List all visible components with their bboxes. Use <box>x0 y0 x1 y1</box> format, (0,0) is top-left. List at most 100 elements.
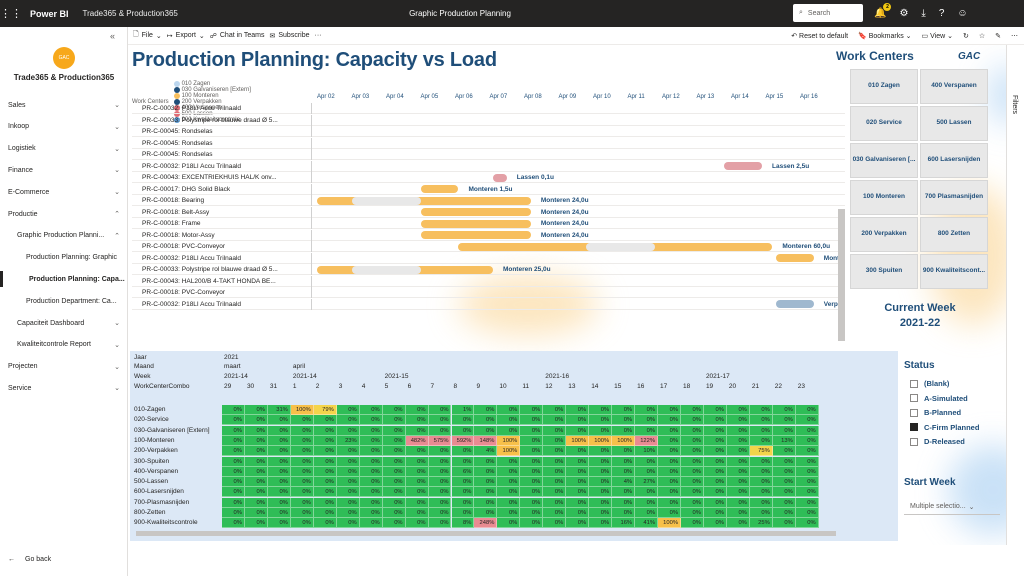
matrix-cell[interactable]: 0% <box>474 497 498 508</box>
chevron-icon[interactable]: ⌄ <box>114 167 120 175</box>
matrix-cell[interactable]: 0% <box>520 425 544 436</box>
matrix-cell[interactable]: 0% <box>359 477 383 488</box>
matrix-cell[interactable]: 0% <box>566 415 590 426</box>
matrix-cell[interactable]: 0% <box>795 518 819 529</box>
matrix-cell[interactable]: 0% <box>566 487 590 498</box>
matrix-cell[interactable]: 0% <box>681 446 704 457</box>
gantt-row[interactable]: PR-C-00033: Polystripe rol blauwe draad … <box>132 114 845 126</box>
matrix-cell[interactable]: 0% <box>290 415 314 426</box>
gantt-row[interactable]: PR-C-00033: Polystripe rol blauwe draad … <box>132 264 845 275</box>
gantt-chart[interactable]: Apr 02 Apr 03 Apr 04 Apr 05 Apr 06 Apr 07 Apr … <box>132 91 845 341</box>
gantt-row[interactable]: PR-C-00018: Bearing <box>132 195 845 206</box>
view-menu[interactable]: ▭ View ⌄ <box>921 32 953 40</box>
matrix-cell[interactable]: 0% <box>267 446 291 457</box>
matrix-cell[interactable]: 0% <box>313 477 337 488</box>
matrix-cell[interactable]: 0% <box>244 508 268 518</box>
work-center-button[interactable]: 900 Kwaliteitscont... <box>920 254 988 289</box>
matrix-cell[interactable]: 0% <box>313 487 337 498</box>
matrix-cell[interactable]: 0% <box>267 425 291 436</box>
matrix-cell[interactable]: 0% <box>543 435 567 446</box>
nav-item[interactable]: Service ⌄ <box>0 380 128 396</box>
matrix-cell[interactable]: 0% <box>313 508 337 518</box>
gantt-bar[interactable] <box>724 162 763 170</box>
matrix-cell[interactable]: 0% <box>520 446 544 457</box>
gantt-row[interactable]: PR-C-00032: P18LI Accu Trilnaald <box>132 252 845 264</box>
matrix-cell[interactable]: 100% <box>290 405 314 415</box>
matrix-cell[interactable]: 0% <box>359 456 383 467</box>
matrix-cell[interactable]: 0% <box>772 518 796 529</box>
notifications-icon[interactable]: 🔔 2 <box>874 3 892 19</box>
matrix-cell[interactable]: 0% <box>382 456 406 467</box>
gantt-bar[interactable] <box>420 219 531 228</box>
matrix-cell[interactable]: 0% <box>795 487 819 498</box>
matrix-cell[interactable]: 0% <box>428 446 452 457</box>
settings-icon[interactable]: ⚙ <box>899 8 909 19</box>
matrix-cell[interactable]: 0% <box>382 435 406 446</box>
matrix-cell[interactable]: 0% <box>635 456 659 467</box>
matrix-cell[interactable]: 0% <box>520 477 544 488</box>
gantt-bar[interactable] <box>775 254 814 262</box>
matrix-cell[interactable]: 0% <box>474 508 498 518</box>
matrix-cell[interactable]: 0% <box>612 415 636 426</box>
matrix-cell[interactable]: 0% <box>772 487 796 498</box>
matrix-cell[interactable]: 0% <box>772 425 796 436</box>
matrix-cell[interactable]: 0% <box>566 456 590 467</box>
chevron-icon[interactable]: ⌄ <box>114 385 120 393</box>
gantt-row[interactable]: PR-C-00043: HAL200/B 4-TAKT HONDA BE... <box>132 275 845 287</box>
nav-item[interactable]: Graphic Production Planni... ⌃ <box>0 228 128 244</box>
matrix-cell[interactable]: 0% <box>589 508 613 518</box>
gantt-bar[interactable] <box>492 173 507 182</box>
go-back-button[interactable]: ← Go back <box>8 556 51 563</box>
matrix-cell[interactable]: 0% <box>359 518 383 529</box>
matrix-cell[interactable]: 0% <box>589 405 613 415</box>
work-center-button[interactable]: 020 Service <box>850 106 918 141</box>
matrix-cell[interactable]: 0% <box>749 456 773 467</box>
matrix-cell[interactable]: 0% <box>520 518 544 529</box>
matrix-cell[interactable]: 0% <box>267 477 291 488</box>
matrix-cell[interactable]: 0% <box>795 435 819 446</box>
matrix-cell[interactable]: 0% <box>474 477 498 488</box>
matrix-cell[interactable]: 0% <box>290 435 314 446</box>
matrix-cell[interactable]: 0% <box>336 466 360 477</box>
matrix-cell[interactable]: 0% <box>497 466 521 477</box>
matrix-cell[interactable]: 0% <box>244 415 268 426</box>
matrix-cell[interactable]: 0% <box>703 508 727 518</box>
matrix-cell[interactable]: 0% <box>222 405 245 415</box>
matrix-cell[interactable]: 0% <box>428 425 452 436</box>
matrix-cell[interactable]: 0% <box>726 487 750 498</box>
matrix-cell[interactable]: 0% <box>749 487 773 498</box>
matrix-cell[interactable]: 0% <box>290 456 314 467</box>
start-week-dropdown[interactable]: Multiple selectio... ⌄ <box>904 499 1000 515</box>
matrix-cell[interactable]: 0% <box>658 487 681 498</box>
gantt-row[interactable]: PR-C-00018: PVC-Conveyor <box>132 241 845 252</box>
work-center-button[interactable]: 400 Verspanen <box>920 69 988 104</box>
matrix-cell[interactable]: 0% <box>703 405 727 415</box>
matrix-cell[interactable]: 0% <box>589 415 613 426</box>
matrix-cell[interactable]: 0% <box>244 425 268 436</box>
matrix-cell[interactable]: 0% <box>222 435 245 446</box>
matrix-cell[interactable]: 0% <box>359 435 383 446</box>
matrix-cell[interactable]: 0% <box>267 508 291 518</box>
gantt-row[interactable]: PR-C-00018: PVC-Conveyor <box>132 287 845 298</box>
matrix-cell[interactable]: 0% <box>703 497 727 508</box>
matrix-cell[interactable]: 0% <box>474 456 498 467</box>
matrix-cell[interactable]: 0% <box>703 487 727 498</box>
matrix-cell[interactable]: 0% <box>703 425 727 436</box>
matrix-cell[interactable]: 0% <box>382 477 406 488</box>
checkbox[interactable] <box>910 408 918 417</box>
matrix-cell[interactable]: 0% <box>336 456 360 467</box>
matrix-cell[interactable]: 0% <box>405 518 429 529</box>
nav-item[interactable]: Production Planning: Graphic <box>0 250 128 266</box>
matrix-cell[interactable]: 0% <box>313 466 337 477</box>
gantt-row[interactable]: PR-C-00017: DHG Solid Black <box>132 183 845 195</box>
matrix-cell[interactable]: 0% <box>543 466 567 477</box>
matrix-cell[interactable]: 0% <box>474 487 498 498</box>
matrix-cell[interactable]: 0% <box>382 497 406 508</box>
matrix-cell[interactable]: 0% <box>658 466 681 477</box>
matrix-cell[interactable]: 0% <box>451 446 475 457</box>
matrix-cell[interactable]: 0% <box>589 477 613 488</box>
matrix-cell[interactable]: 6% <box>451 466 475 477</box>
matrix-cell[interactable]: 0% <box>313 518 337 529</box>
matrix-cell[interactable]: 0% <box>635 508 659 518</box>
matrix-cell[interactable]: 0% <box>726 415 750 426</box>
